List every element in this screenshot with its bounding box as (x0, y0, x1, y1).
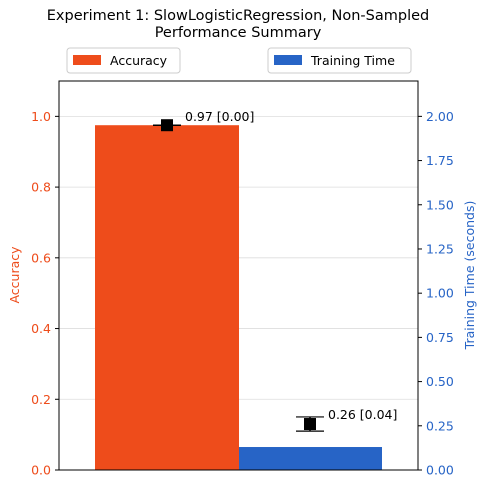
tick-label-right: 0.25 (426, 418, 454, 433)
tick-label-right: 1.00 (426, 286, 454, 301)
tick-label-right: 0.50 (426, 374, 454, 389)
legend-swatch-training-time (274, 55, 302, 65)
left-ticks: 0.0 0.2 0.4 0.6 0.8 1.0 (31, 109, 59, 478)
legend-training-time: Training Time (267, 47, 412, 74)
legend-label-training-time: Training Time (310, 53, 395, 68)
bars (95, 125, 382, 471)
tick-label-left: 1.0 (31, 109, 51, 124)
data-label-training-time: 0.26 [0.04] (328, 407, 397, 422)
tick-label-left: 0.4 (31, 321, 51, 336)
tick-label-right: 1.50 (426, 197, 454, 212)
legend-label-accuracy: Accuracy (110, 53, 168, 68)
tick-label-left: 0.8 (31, 180, 51, 195)
tick-label-left: 0.0 (31, 463, 51, 478)
marker-accuracy (161, 119, 173, 132)
markers: 0.97 [0.00] 0.26 [0.04] (153, 109, 397, 432)
tick-label-right: 0.00 (426, 463, 454, 478)
legend-accuracy: Accuracy (66, 47, 181, 74)
right-ticks: 0.00 0.25 0.50 0.75 1.00 1.25 1.50 1.75 2.00 (418, 109, 454, 478)
tick-label-right: 2.00 (426, 109, 454, 124)
bar-accuracy (95, 125, 239, 471)
chart-title-line1: Experiment 1: SlowLogisticRegression, No… (47, 8, 429, 24)
plot-frame (58, 80, 419, 471)
bar-training-time (239, 447, 382, 470)
tick-label-right: 1.75 (426, 153, 454, 168)
legend-swatch-accuracy (73, 55, 101, 65)
tick-label-left: 0.2 (31, 392, 51, 407)
axes (58, 80, 419, 471)
y-axis-label-left: Accuracy (7, 246, 22, 304)
chart-title-line2: Performance Summary (155, 25, 322, 41)
data-label-accuracy: 0.97 [0.00] (185, 109, 254, 124)
tick-label-right: 1.25 (426, 241, 454, 256)
tick-label-left: 0.6 (31, 250, 51, 265)
y-axis-label-right: Training Time (seconds) (462, 201, 477, 351)
tick-label-right: 0.75 (426, 330, 454, 345)
marker-training-time (304, 418, 316, 431)
